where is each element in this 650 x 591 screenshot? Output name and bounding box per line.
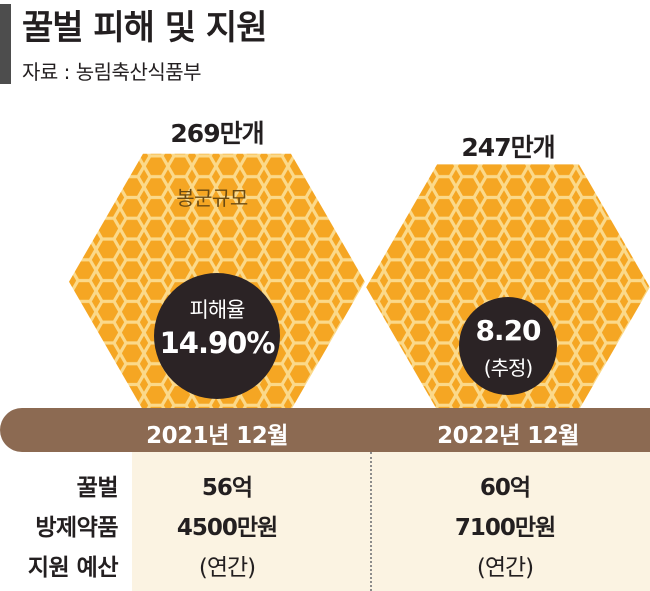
support-2021-period: (연간) [198,555,256,581]
damage-circle-2021 [154,273,280,399]
column-divider [370,452,372,591]
date-band [0,408,650,452]
damage-label-2021: 피해율 [189,298,246,322]
date-2022: 2022년 12월 [437,423,579,449]
damage-circle-2022 [459,297,557,395]
page-title: 꿀벌 피해 및 지원 [22,8,267,48]
support-2021-extra: 4500만원 [176,515,278,541]
source-note: 자료 : 농림축산식품부 [22,60,202,84]
colony-scale-label: 봉군규모 [176,186,248,210]
support-2022-period: (연간) [476,555,534,581]
support-2021-amount: 56억 [201,475,253,501]
damage-note-2022: (추정) [483,356,533,380]
colony-count-2022: 247만개 [461,133,555,162]
hexagon-2022 [366,164,650,410]
colony-count-2021: 269만개 [170,119,264,148]
support-2022-amount: 60억 [479,475,531,501]
damage-rate-2021: 14.90% [159,326,276,360]
row-label-honeybee: 꿀벌 [76,475,119,501]
support-table-bg [132,452,650,591]
row-label-budget: 지원 예산 [27,555,119,581]
date-2021: 2021년 12월 [146,423,288,449]
support-2022-extra: 7100만원 [454,515,556,541]
row-label-pesticide: 방제약품 [35,515,118,541]
damage-rate-2022: 8.20 [475,314,541,347]
title-accent-bar [0,4,11,84]
